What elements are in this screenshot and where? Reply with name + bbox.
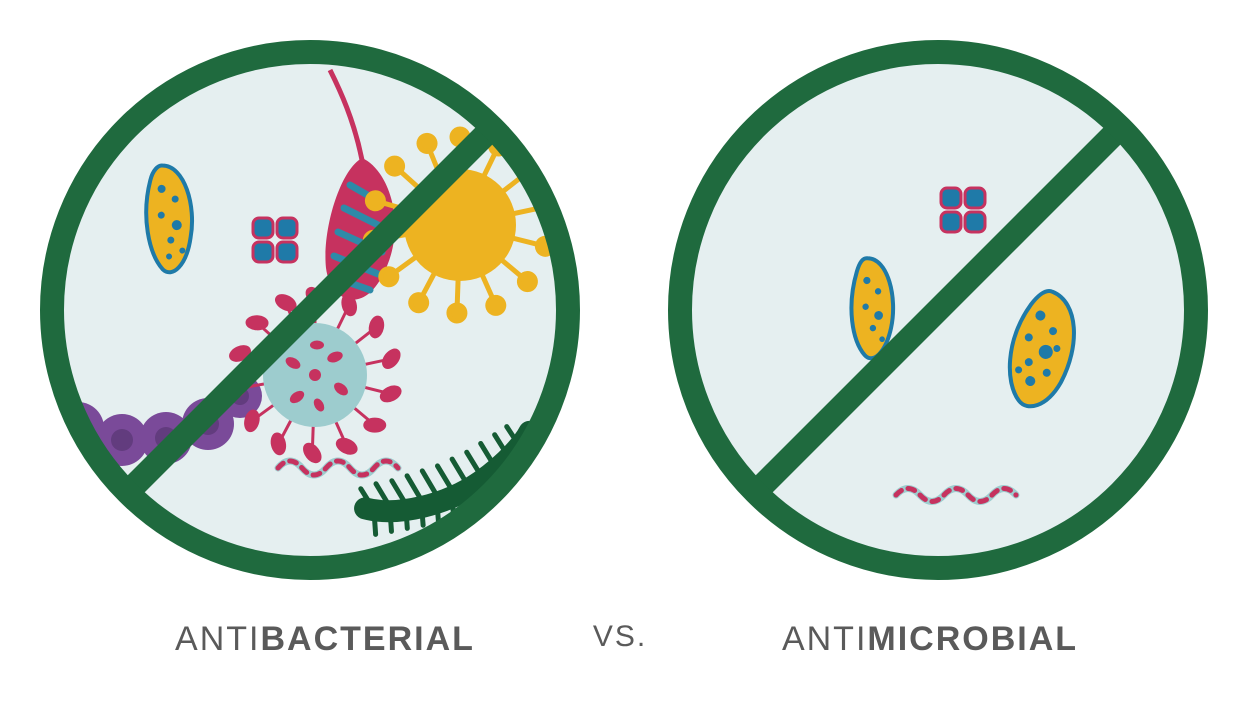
infographic-canvas: ANTIBACTERIAL VS. ANTIMICROBIAL	[0, 0, 1248, 722]
label-antibacterial: ANTIBACTERIAL	[60, 620, 590, 659]
label-left-emph: BACTERIAL	[261, 620, 475, 658]
antimicrobial-svg	[658, 30, 1218, 590]
label-right-prefix: ANTI	[782, 620, 867, 658]
antibacterial-svg	[30, 30, 590, 590]
label-right-emph: MICROBIAL	[867, 620, 1078, 658]
antimicrobial-circle	[658, 30, 1218, 590]
label-antimicrobial: ANTIMICROBIAL	[650, 620, 1210, 659]
label-left-prefix: ANTI	[175, 620, 260, 658]
antibacterial-circle	[30, 30, 590, 590]
